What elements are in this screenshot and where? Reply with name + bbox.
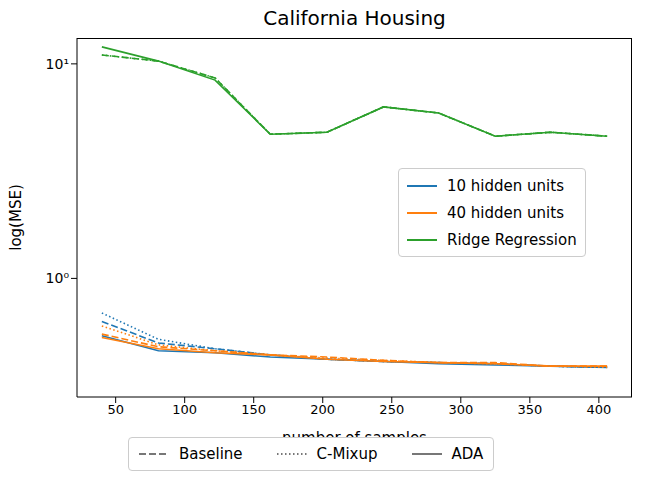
svg-text:50: 50 bbox=[107, 402, 124, 417]
html-text:Baseline: Baseline bbox=[179, 445, 243, 463]
svg-text:300: 300 bbox=[448, 402, 473, 417]
svg-text:100: 100 bbox=[172, 402, 197, 417]
svg-text:150: 150 bbox=[241, 402, 266, 417]
html-text:ADA: ADA bbox=[451, 445, 484, 463]
svg-text:400: 400 bbox=[586, 402, 611, 417]
svg-text:10¹: 10¹ bbox=[46, 56, 69, 72]
svg-text:log(MSE): log(MSE) bbox=[8, 184, 25, 251]
svg-text:200: 200 bbox=[310, 402, 335, 417]
html-text:Ridge Regression: Ridge Regression bbox=[447, 230, 577, 249]
svg-text:10⁰: 10⁰ bbox=[46, 270, 70, 286]
html-text:10 hidden units: 10 hidden units bbox=[447, 176, 564, 195]
html-text:40 hidden units: 40 hidden units bbox=[447, 203, 564, 222]
svg-text:350: 350 bbox=[517, 402, 542, 417]
html-text:California Housing: California Housing bbox=[263, 6, 446, 30]
html-text:C-Mixup: C-Mixup bbox=[316, 445, 378, 463]
svg-text:250: 250 bbox=[379, 402, 404, 417]
